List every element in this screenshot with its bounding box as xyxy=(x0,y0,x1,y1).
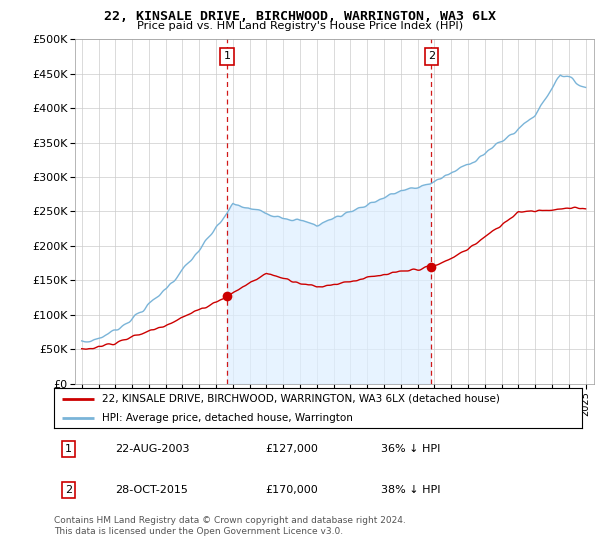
Text: 28-OCT-2015: 28-OCT-2015 xyxy=(115,484,188,494)
Text: Contains HM Land Registry data © Crown copyright and database right 2024.
This d: Contains HM Land Registry data © Crown c… xyxy=(54,516,406,536)
Text: 22, KINSALE DRIVE, BIRCHWOOD, WARRINGTON, WA3 6LX: 22, KINSALE DRIVE, BIRCHWOOD, WARRINGTON… xyxy=(104,10,496,22)
Text: £127,000: £127,000 xyxy=(265,444,318,454)
Text: HPI: Average price, detached house, Warrington: HPI: Average price, detached house, Warr… xyxy=(101,413,352,422)
Text: 38% ↓ HPI: 38% ↓ HPI xyxy=(382,484,441,494)
Text: 1: 1 xyxy=(224,52,230,62)
Text: 2: 2 xyxy=(65,484,73,494)
Text: 1: 1 xyxy=(65,444,72,454)
Text: 22, KINSALE DRIVE, BIRCHWOOD, WARRINGTON, WA3 6LX (detached house): 22, KINSALE DRIVE, BIRCHWOOD, WARRINGTON… xyxy=(101,394,499,404)
Text: £170,000: £170,000 xyxy=(265,484,318,494)
Text: 2: 2 xyxy=(428,52,435,62)
Text: 22-AUG-2003: 22-AUG-2003 xyxy=(115,444,189,454)
Text: 36% ↓ HPI: 36% ↓ HPI xyxy=(382,444,441,454)
Text: Price paid vs. HM Land Registry's House Price Index (HPI): Price paid vs. HM Land Registry's House … xyxy=(137,21,463,31)
